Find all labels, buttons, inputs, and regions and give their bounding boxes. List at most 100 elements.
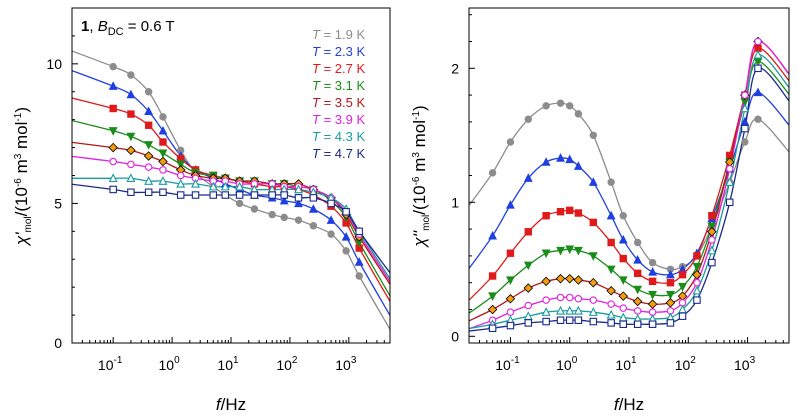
- data-point: [566, 102, 574, 110]
- data-point: [250, 191, 259, 199]
- data-point: [524, 228, 532, 236]
- data-point: [327, 199, 335, 208]
- fit-curve-5: [469, 40, 789, 322]
- data-point: [326, 215, 336, 224]
- x-tick-label: 10-1: [98, 355, 123, 373]
- data-point: [523, 173, 533, 182]
- data-point: [294, 198, 303, 208]
- left-axes: 10-1 100 101 102 103 0 5 10: [46, 7, 391, 373]
- field-subscript: DC: [108, 26, 124, 38]
- data-point: [127, 160, 135, 169]
- data-point: [159, 138, 167, 146]
- data-point: [355, 272, 363, 280]
- data-point: [618, 234, 628, 244]
- data-point: [126, 89, 136, 99]
- data-point: [556, 207, 565, 216]
- data-point: [524, 115, 532, 123]
- data-point: [678, 283, 687, 292]
- fit-curve-6: [469, 40, 789, 330]
- data-point: [648, 277, 657, 286]
- data-point: [633, 255, 643, 264]
- data-point: [159, 113, 167, 121]
- data-point: [754, 64, 762, 73]
- data-point: [159, 166, 167, 174]
- data-point: [159, 188, 167, 197]
- data-point: [618, 291, 629, 301]
- legend-entry-1: T = 1.9 K: [312, 27, 365, 42]
- legend-entry-5: T = 3.5 K: [312, 95, 365, 110]
- data-point: [565, 316, 574, 324]
- data-point: [589, 218, 598, 227]
- data-point: [632, 296, 643, 307]
- data-point: [607, 319, 615, 327]
- y-tick-label: 5: [54, 195, 62, 211]
- legend-entry-7: T = 4.3 K: [312, 129, 365, 144]
- fit-curve-8: [72, 183, 390, 274]
- right-fit-curves: [469, 40, 789, 332]
- compound-number: 1: [81, 18, 89, 35]
- data-point: [693, 278, 701, 287]
- data-point: [741, 138, 749, 146]
- y-tick-label: 2: [451, 60, 459, 76]
- x-tick-label: 101: [615, 355, 637, 373]
- right-data-points: [487, 36, 763, 333]
- x-tick-label: 102: [675, 355, 697, 373]
- left-x-axis-label: f/Hz: [216, 395, 246, 414]
- y-tick-label: 1: [451, 194, 459, 210]
- data-point: [754, 37, 762, 46]
- data-point: [235, 181, 245, 191]
- data-point: [506, 276, 515, 285]
- data-point: [564, 273, 575, 284]
- data-point: [144, 88, 153, 96]
- x-tick-label: 101: [217, 355, 239, 373]
- data-point: [176, 178, 186, 188]
- x-tick-label: 10-1: [495, 355, 520, 373]
- data-point: [565, 245, 575, 255]
- field-symbol: B: [98, 18, 108, 35]
- x-tick-label: 103: [335, 355, 357, 373]
- data-point: [309, 222, 318, 230]
- data-point: [753, 49, 763, 59]
- data-point: [754, 115, 762, 123]
- data-point: [505, 294, 516, 304]
- data-point: [619, 212, 627, 220]
- data-point: [633, 269, 642, 278]
- data-point: [707, 227, 717, 237]
- data-point: [143, 151, 154, 161]
- data-point: [648, 267, 658, 276]
- data-point: [250, 205, 259, 213]
- data-point: [633, 320, 642, 328]
- data-point: [209, 191, 218, 199]
- data-point: [707, 222, 717, 232]
- data-point: [279, 195, 289, 205]
- data-point: [606, 285, 616, 296]
- data-point: [588, 177, 598, 186]
- right-frame: [468, 7, 790, 344]
- right-axes: 10-1 100 101 102 103 0 1 2: [451, 14, 790, 373]
- data-point: [144, 121, 153, 129]
- data-point: [619, 254, 627, 263]
- x-tick-label: 100: [159, 355, 181, 373]
- data-point: [678, 312, 687, 320]
- data-point: [127, 71, 135, 79]
- data-point: [127, 110, 135, 118]
- data-point: [542, 102, 550, 110]
- data-point: [589, 296, 598, 304]
- data-point: [280, 213, 288, 222]
- data-point: [221, 191, 230, 199]
- data-point: [268, 210, 276, 219]
- data-point: [108, 173, 118, 183]
- legend-entry-6: T = 3.9 K: [312, 112, 365, 127]
- data-point: [488, 324, 497, 333]
- data-point: [588, 307, 598, 316]
- right-plot-area: [469, 36, 789, 333]
- fit-curve-3: [469, 47, 789, 302]
- data-point: [506, 321, 515, 330]
- legend-entry-2: T = 2.3 K: [312, 44, 365, 59]
- data-point: [280, 191, 288, 199]
- data-point: [108, 142, 118, 153]
- left-panel: 10-1 100 101 102 103 0 5 10 1, BDC = 0.6 T T = …: [12, 7, 391, 414]
- data-point: [158, 149, 168, 159]
- data-point: [109, 157, 117, 166]
- data-point: [573, 161, 583, 170]
